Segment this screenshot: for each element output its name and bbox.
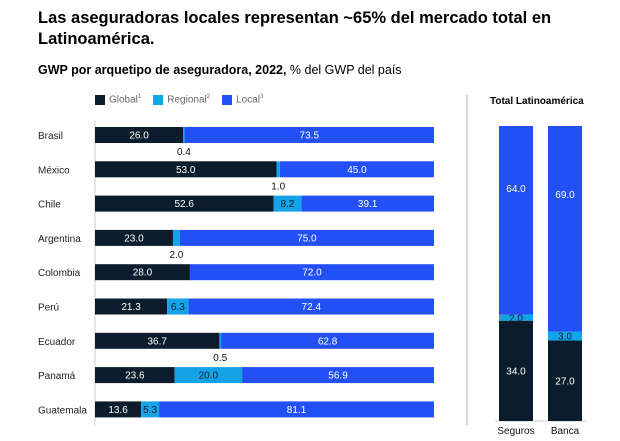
data-label-regional-below: 2.0 (169, 250, 183, 261)
data-label-local: 56.9 (328, 371, 348, 382)
legend-label-local: Local3 (236, 94, 264, 106)
column-data-label-local: 69.0 (555, 190, 575, 201)
bar-segment-global (95, 367, 175, 384)
bar-segment-global (95, 161, 277, 178)
bar-segment-regional (276, 161, 280, 178)
column-data-label-regional: 3.0 (558, 332, 572, 343)
legend-item-local: Local3 (222, 94, 263, 105)
bar-segment-regional (273, 195, 302, 212)
column-data-label-regional: 2.0 (509, 313, 523, 324)
bar-segment-local (159, 401, 435, 418)
data-label-local: 75.0 (297, 233, 317, 244)
legend-swatch-regional (153, 94, 164, 105)
column-data-label-global: 27.0 (555, 376, 575, 387)
bar-segment-local (279, 161, 434, 178)
column-segment-global (548, 340, 582, 421)
data-label-global: 13.6 (108, 405, 128, 416)
data-label-regional-below: 1.0 (271, 181, 285, 192)
bar-segment-local (221, 332, 434, 349)
data-label-global: 28.0 (133, 268, 153, 279)
data-label-regional-below: 0.5 (213, 353, 227, 364)
category-label: Guatemala (38, 405, 87, 416)
data-label-local: 39.1 (358, 199, 378, 210)
bar-segment-global (95, 264, 190, 281)
category-label: Colombia (38, 268, 81, 279)
data-label-local: 81.1 (287, 405, 307, 416)
data-label-local: 72.4 (302, 302, 322, 313)
category-label: Argentina (38, 234, 81, 245)
bar-segment-regional (141, 401, 160, 418)
column-category-label: Seguros (497, 426, 534, 437)
bar-segment-local (188, 298, 434, 315)
data-label-global: 26.0 (129, 131, 149, 142)
data-label-regional: 8.2 (280, 199, 294, 210)
data-label-local: 45.0 (347, 165, 367, 176)
bar-segment-local (242, 367, 434, 384)
data-label-regional-below: 0.4 (177, 147, 191, 158)
subtitle-unit: % del GWP del país (286, 63, 402, 77)
category-label: Brasil (38, 131, 63, 142)
legend-label-global: Global1 (109, 94, 142, 106)
bar-segment-regional (219, 332, 222, 349)
bar-segment-local (179, 229, 434, 246)
data-label-local: 62.8 (318, 336, 338, 347)
column-segment-regional (499, 314, 533, 321)
column-segment-global (499, 320, 533, 421)
category-label: México (38, 165, 70, 176)
legend-swatch-local (222, 94, 233, 105)
data-label-regional: 5.3 (143, 405, 157, 416)
legend-label-regional: Regional2 (167, 94, 211, 106)
data-label-global: 36.7 (147, 336, 167, 347)
column-category-label: Banca (551, 426, 580, 437)
legend-item-regional: Regional2 (153, 94, 210, 105)
column-data-label-local: 64.0 (506, 184, 526, 195)
bar-segment-global (95, 195, 274, 212)
category-label: Perú (38, 303, 59, 314)
bar-segment-global (95, 332, 220, 349)
chart-subtitle: GWP por arquetipo de aseguradora, 2022, … (38, 63, 402, 77)
category-label: Panamá (38, 371, 76, 382)
bar-segment-local (184, 127, 434, 143)
total-latam-title: Total Latinoamérica (490, 96, 584, 107)
data-label-global: 21.3 (121, 302, 141, 313)
bar-segment-regional (167, 298, 189, 315)
column-segment-regional (548, 331, 582, 341)
category-label: Chile (38, 200, 61, 211)
bar-segment-regional (174, 367, 243, 384)
data-label-regional: 20.0 (199, 371, 219, 382)
bar-segment-local (301, 195, 434, 212)
bar-segment-regional (172, 229, 180, 246)
column-segment-local (499, 126, 533, 315)
chart-title: Las aseguradoras locales representan ~65… (38, 9, 552, 48)
bar-segment-global (95, 401, 142, 418)
data-label-global: 52.6 (175, 199, 195, 210)
legend: Global1 Regional2 Local3 (95, 94, 263, 105)
data-label-local: 73.5 (300, 131, 320, 142)
data-label-global: 53.0 (176, 165, 196, 176)
data-label-local: 72.0 (302, 268, 322, 279)
subtitle-bold: GWP por arquetipo de aseguradora, 2022, (38, 63, 287, 77)
data-label-global: 23.6 (125, 371, 145, 382)
bar-segment-global (95, 127, 184, 143)
data-label-regional: 6.3 (171, 302, 185, 313)
bar-segment-global (95, 229, 173, 246)
data-label-global: 23.0 (124, 233, 144, 244)
bar-segment-local (189, 264, 434, 281)
category-label: Ecuador (38, 337, 76, 348)
legend-swatch-global (95, 94, 105, 105)
column-segment-local (548, 126, 582, 332)
bar-segment-global (95, 298, 168, 315)
bar-segment-regional (183, 127, 185, 143)
legend-item-global: Global1 (95, 94, 141, 105)
column-data-label-global: 34.0 (506, 366, 526, 377)
